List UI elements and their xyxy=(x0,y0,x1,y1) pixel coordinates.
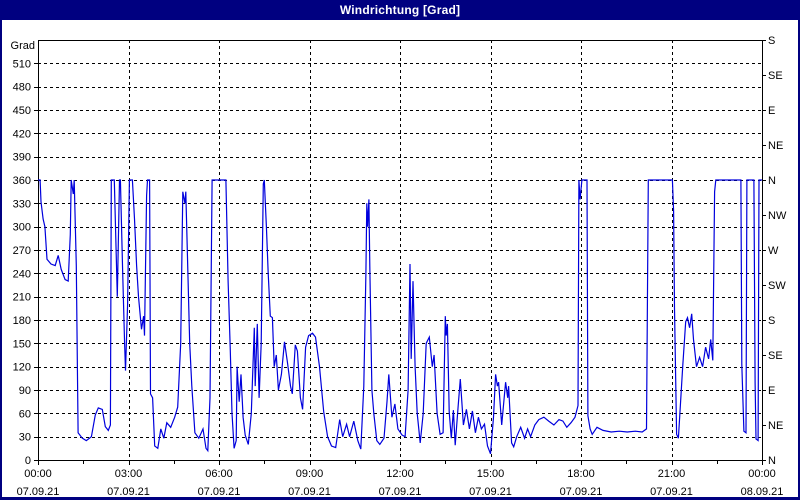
svg-text:E: E xyxy=(768,385,775,397)
svg-text:08.09.21: 08.09.21 xyxy=(741,486,784,497)
svg-text:03:00: 03:00 xyxy=(115,468,143,480)
grid-lines xyxy=(38,40,762,460)
svg-text:SE: SE xyxy=(768,350,783,362)
chart-area: Grad 0 30 60 90 120 150 180 210 240 270 300 330 360 39… xyxy=(2,20,798,497)
svg-text:240: 240 xyxy=(13,268,31,280)
svg-text:S: S xyxy=(768,315,775,327)
svg-text:SE: SE xyxy=(768,70,783,82)
svg-text:S: S xyxy=(768,35,775,47)
page-title: Windrichtung [Grad] xyxy=(339,3,461,17)
svg-text:N: N xyxy=(768,175,776,187)
svg-text:510: 510 xyxy=(13,58,31,70)
left-axis-labels: Grad 0 30 60 90 120 150 180 210 240 270 300 330 360 39… xyxy=(11,40,35,467)
svg-text:30: 30 xyxy=(19,432,31,444)
right-axis-labels: N NE E SE S SW W NW N NE E SE S xyxy=(768,35,787,467)
axis-ticks xyxy=(34,40,766,465)
svg-text:SW: SW xyxy=(768,280,786,292)
svg-text:300: 300 xyxy=(13,222,31,234)
svg-text:270: 270 xyxy=(13,245,31,257)
svg-text:07.09.21: 07.09.21 xyxy=(17,486,60,497)
svg-text:210: 210 xyxy=(13,292,31,304)
svg-text:E: E xyxy=(768,105,775,117)
svg-text:90: 90 xyxy=(19,385,31,397)
svg-text:N: N xyxy=(768,455,776,467)
svg-text:NW: NW xyxy=(768,210,787,222)
svg-text:00:00: 00:00 xyxy=(24,468,52,480)
svg-text:18:00: 18:00 xyxy=(567,468,595,480)
svg-text:120: 120 xyxy=(13,362,31,374)
svg-text:180: 180 xyxy=(13,315,31,327)
svg-text:480: 480 xyxy=(13,82,31,94)
y-axis-unit-label: Grad xyxy=(11,40,35,52)
svg-text:06:00: 06:00 xyxy=(205,468,233,480)
x-axis-labels: 00:00 07.09.21 03:00 07.09.21 06:00 07.09.21 0… xyxy=(17,468,784,497)
svg-text:07.09.21: 07.09.21 xyxy=(107,486,150,497)
svg-text:NE: NE xyxy=(768,420,783,432)
svg-text:07.09.21: 07.09.21 xyxy=(469,486,512,497)
wind-direction-series xyxy=(38,179,762,455)
svg-text:NE: NE xyxy=(768,140,783,152)
svg-text:07.09.21: 07.09.21 xyxy=(288,486,331,497)
svg-text:15:00: 15:00 xyxy=(477,468,505,480)
svg-text:12:00: 12:00 xyxy=(386,468,414,480)
svg-text:60: 60 xyxy=(19,408,31,420)
svg-text:390: 390 xyxy=(13,152,31,164)
title-bar[interactable]: Windrichtung [Grad] xyxy=(2,0,798,20)
svg-text:360: 360 xyxy=(13,175,31,187)
svg-text:09:00: 09:00 xyxy=(296,468,324,480)
svg-text:07.09.21: 07.09.21 xyxy=(650,486,693,497)
svg-text:07.09.21: 07.09.21 xyxy=(560,486,603,497)
svg-text:07.09.21: 07.09.21 xyxy=(379,486,422,497)
svg-text:420: 420 xyxy=(13,128,31,140)
svg-text:07.09.21: 07.09.21 xyxy=(198,486,241,497)
svg-text:W: W xyxy=(768,245,779,257)
wind-direction-chart: Grad 0 30 60 90 120 150 180 210 240 270 300 330 360 39… xyxy=(11,35,787,497)
svg-text:450: 450 xyxy=(13,105,31,117)
svg-text:0: 0 xyxy=(25,455,31,467)
svg-text:150: 150 xyxy=(13,338,31,350)
svg-text:21:00: 21:00 xyxy=(658,468,686,480)
svg-text:00:00: 00:00 xyxy=(748,468,776,480)
svg-text:330: 330 xyxy=(13,198,31,210)
